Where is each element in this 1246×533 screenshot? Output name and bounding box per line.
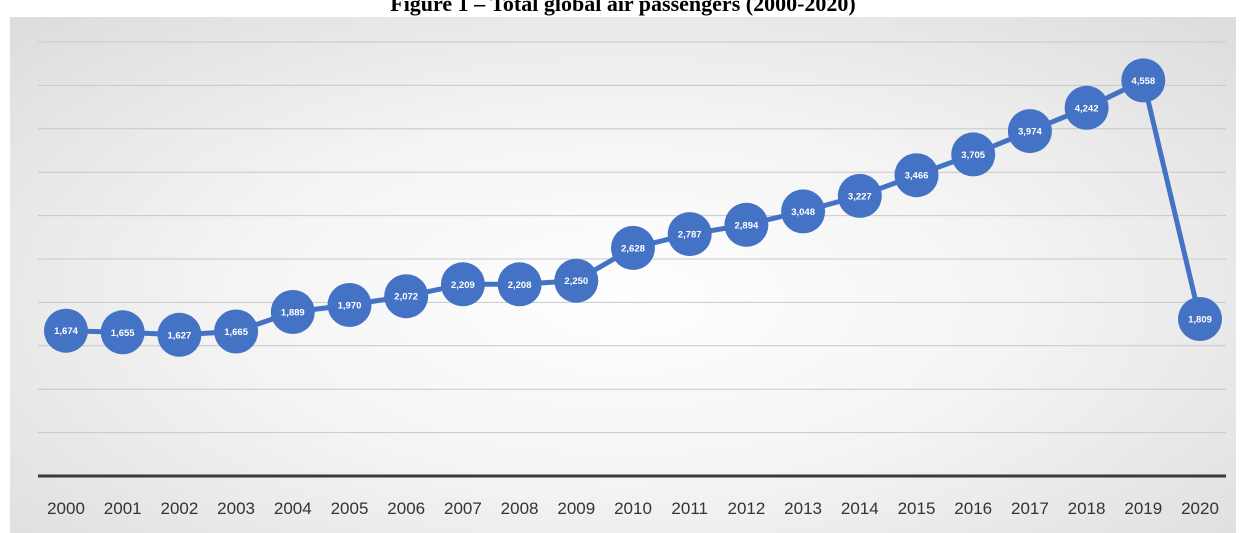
data-marker [951, 132, 996, 177]
data-markers: 1,674 1,655 1,627 1,665 1,889 1,970 2,072 2,209… [44, 58, 1222, 357]
data-label: 3,466 [905, 171, 929, 182]
data-marker [611, 225, 655, 270]
data-label: 1,889 [281, 308, 305, 319]
data-label: 4,558 [1131, 76, 1155, 87]
x-tick-label: 2017 [1011, 499, 1049, 518]
data-marker [724, 202, 769, 247]
x-tick-label: 2003 [217, 499, 255, 518]
x-tick-label: 2019 [1124, 499, 1162, 518]
data-label: 2,894 [735, 220, 759, 231]
x-tick-label: 2014 [841, 499, 879, 518]
x-tick-label: 2000 [47, 499, 85, 518]
data-label: 2,250 [564, 276, 588, 287]
data-label: 1,674 [54, 326, 78, 337]
data-point: 2,628 [611, 225, 655, 270]
data-marker [1064, 85, 1109, 130]
data-point: 1,970 [327, 283, 372, 327]
data-marker [327, 283, 372, 327]
data-marker [100, 310, 145, 355]
data-point: 1,655 [100, 310, 145, 355]
data-marker [440, 262, 485, 307]
x-tick-label: 2009 [557, 499, 595, 518]
data-label: 3,048 [791, 207, 815, 218]
data-label: 2,208 [508, 280, 532, 291]
x-tick-label: 2013 [784, 499, 822, 518]
figure-title: Figure 1 – Total global air passengers (… [390, 0, 856, 16]
data-marker [781, 189, 826, 234]
data-label: 3,974 [1018, 127, 1042, 138]
data-marker [1178, 297, 1222, 341]
data-marker [497, 262, 542, 307]
x-tick-label: 2016 [954, 499, 992, 518]
data-label: 1,665 [224, 327, 248, 338]
data-label: 2,209 [451, 280, 475, 291]
data-label: 4,242 [1075, 103, 1099, 114]
x-tick-label: 2008 [501, 499, 539, 518]
data-point: 3,466 [894, 153, 939, 198]
data-point: 4,242 [1064, 85, 1109, 130]
data-marker [384, 274, 429, 319]
data-marker [214, 309, 259, 354]
data-point: 3,048 [781, 189, 826, 234]
data-marker [837, 173, 882, 218]
x-tick-label: 2020 [1181, 499, 1219, 518]
data-marker [554, 258, 599, 303]
data-label: 1,627 [168, 330, 192, 341]
data-point: 4,558 [1121, 58, 1166, 103]
data-point: 1,665 [214, 309, 259, 354]
data-label: 2,628 [621, 243, 645, 254]
data-marker [1121, 58, 1166, 103]
data-marker [667, 212, 712, 257]
x-tick-label: 2012 [727, 499, 765, 518]
x-tick-label: 2001 [104, 499, 142, 518]
data-point: 2,072 [384, 274, 429, 319]
data-point: 1,809 [1178, 297, 1222, 341]
plot-area [10, 17, 1236, 533]
data-point: 3,227 [837, 173, 882, 218]
data-label: 3,227 [848, 191, 872, 202]
x-tick-label: 2006 [387, 499, 425, 518]
data-label: 1,970 [338, 301, 362, 312]
data-point: 2,208 [497, 262, 542, 307]
x-tick-label: 2004 [274, 499, 312, 518]
data-marker [44, 308, 88, 353]
x-tick-label: 2002 [160, 499, 198, 518]
data-point: 1,674 [44, 308, 88, 353]
data-label: 2,787 [678, 230, 702, 241]
data-point: 1,627 [157, 312, 202, 357]
data-point: 3,974 [1007, 109, 1052, 154]
data-point: 1,889 [270, 290, 315, 334]
data-marker [270, 290, 315, 334]
data-point: 3,705 [951, 132, 996, 177]
x-tick-label: 2010 [614, 499, 652, 518]
data-point: 2,894 [724, 202, 769, 247]
data-marker [1007, 109, 1052, 154]
x-tick-label: 2007 [444, 499, 482, 518]
data-label: 3,705 [961, 150, 985, 161]
data-point: 2,787 [667, 212, 712, 257]
data-label: 1,655 [111, 328, 135, 339]
data-point: 2,250 [554, 258, 599, 303]
data-label: 2,072 [394, 292, 418, 303]
data-point: 2,209 [440, 262, 485, 307]
data-marker [894, 153, 939, 198]
x-tick-label: 2011 [671, 499, 708, 518]
x-tick-label: 2005 [331, 499, 369, 518]
data-marker [157, 312, 202, 357]
x-tick-labels: 2000 2001 2002 2003 2004 2005 2006 2007 2008 2009… [47, 499, 1219, 518]
data-label: 1,809 [1188, 315, 1212, 326]
x-tick-label: 2015 [898, 499, 936, 518]
x-tick-label: 2018 [1068, 499, 1106, 518]
